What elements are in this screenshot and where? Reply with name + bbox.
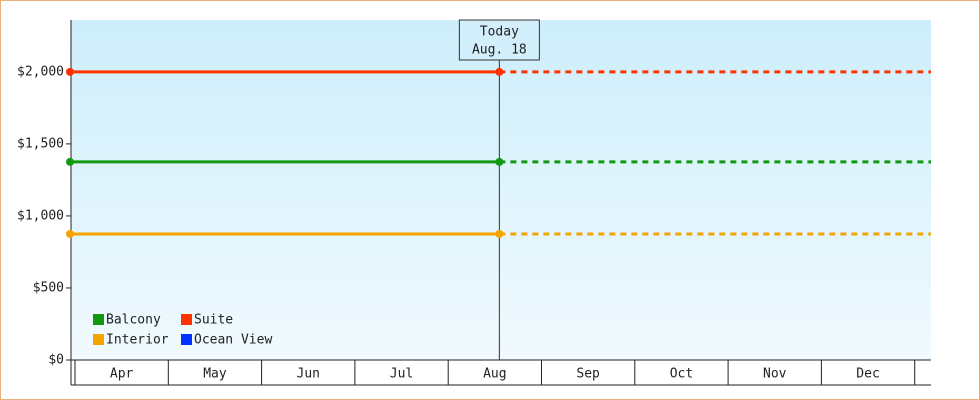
x-tick-label: Aug — [483, 367, 506, 382]
legend-label: Balcony — [106, 313, 161, 328]
x-tick-label: Sep — [576, 367, 600, 382]
today-box — [458, 19, 540, 61]
y-tick-label: $2,000 — [17, 64, 64, 79]
series-point — [66, 67, 74, 76]
x-tick-label: Jul — [390, 367, 413, 382]
series-point — [66, 157, 74, 166]
x-tick-label: May — [203, 367, 227, 382]
x-tick-label: Dec — [856, 367, 879, 382]
legend-label: Interior — [106, 333, 169, 348]
legend-swatch — [93, 334, 104, 345]
y-tick-label: $1,000 — [17, 208, 64, 223]
y-tick-label: $0 — [48, 353, 64, 368]
y-tick-label: $1,500 — [17, 136, 64, 151]
legend-label: Ocean View — [194, 333, 272, 348]
today-label: Today — [480, 25, 519, 40]
y-tick-label: $500 — [33, 280, 64, 295]
series-point — [495, 67, 504, 76]
series-point — [66, 229, 74, 238]
x-tick-label: Nov — [763, 367, 787, 382]
x-tick-label: Oct — [670, 367, 693, 382]
legend-swatch — [93, 314, 104, 325]
x-tick-label: Apr — [110, 367, 134, 382]
series-point — [495, 157, 504, 166]
series-point — [495, 229, 504, 238]
legend-swatch — [181, 334, 192, 345]
x-tick-label: Jun — [297, 367, 320, 382]
today-date: Aug. 18 — [472, 43, 527, 58]
plot-area — [71, 20, 931, 360]
legend-swatch — [181, 314, 192, 325]
legend-label: Suite — [194, 313, 233, 328]
